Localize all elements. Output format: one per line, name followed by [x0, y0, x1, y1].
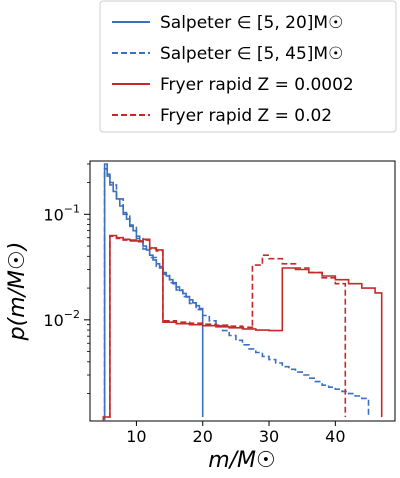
plot-frame: [89, 160, 396, 422]
legend: Salpeter ∈ [5, 20]M☉ Salpeter ∈ [5, 45]M☉…: [99, 0, 397, 133]
x-tick-label-2: 30: [259, 427, 279, 446]
legend-label-1: Salpeter ∈ [5, 45]M☉: [160, 44, 343, 64]
legend-label-0: Salpeter ∈ [5, 20]M☉: [160, 13, 343, 33]
legend-box: [99, 0, 397, 133]
y-axis-label: p(m/M☉): [5, 242, 30, 342]
x-axis-ticks: 10 20 30 40: [126, 421, 346, 446]
series-line-1: [103, 168, 370, 421]
x-tick-label-1: 20: [193, 427, 213, 446]
series-line-3: [102, 235, 347, 421]
y-axis-ticks: 10−1 10−2: [43, 163, 90, 395]
plot-area: 10 20 30 40 10−1 10−2: [43, 160, 396, 446]
x-axis-label: m/M☉: [208, 448, 276, 473]
legend-label-2: Fryer rapid Z = 0.0002: [160, 75, 354, 95]
y-tick-label-0: 10−1: [43, 202, 80, 224]
x-tick-label-3: 40: [325, 427, 345, 446]
legend-label-3: Fryer rapid Z = 0.02: [160, 106, 332, 126]
series-layer: [102, 163, 383, 421]
x-tick-label-0: 10: [126, 427, 146, 446]
y-tick-label-1: 10−2: [43, 308, 80, 330]
